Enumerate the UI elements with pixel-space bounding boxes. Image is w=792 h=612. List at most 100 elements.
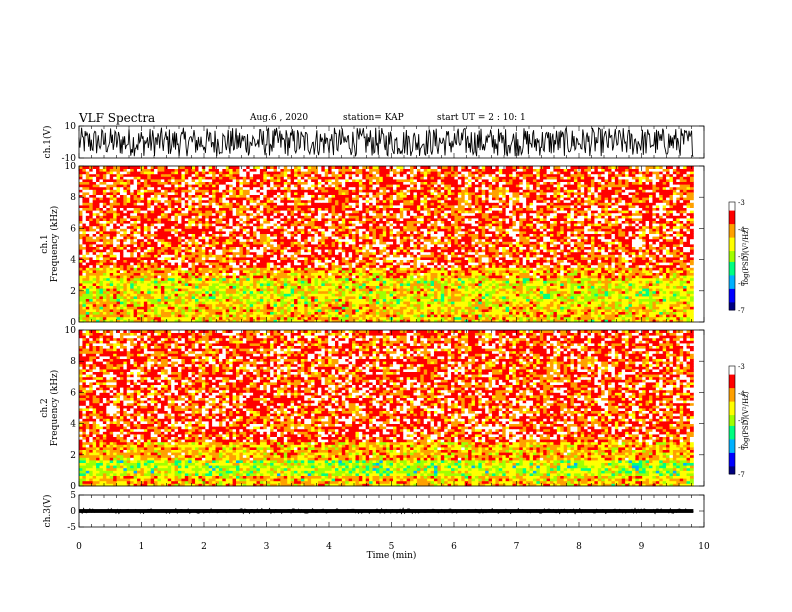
spectrogram-cell <box>430 290 435 294</box>
spectrogram-cell <box>222 251 227 255</box>
spectrogram-cell <box>539 267 544 271</box>
spectrogram-cell <box>481 262 486 266</box>
spectrogram-cell <box>669 270 674 273</box>
spectrogram-cell <box>420 254 425 258</box>
spectrogram-cell <box>160 283 165 286</box>
spectrogram-cell <box>290 280 295 284</box>
spectrogram-cell <box>242 293 247 297</box>
spectrogram-cell <box>471 298 476 302</box>
spectrogram-cell <box>126 306 131 310</box>
spectrogram-cell <box>304 311 309 315</box>
spectrogram-cell <box>249 283 254 286</box>
spectrogram-cell <box>239 272 244 276</box>
spectrogram-cell <box>167 298 172 302</box>
spectrogram-cell <box>430 306 435 310</box>
spectrogram-cell <box>212 301 216 305</box>
spectrogram-cell <box>137 285 141 289</box>
spectrogram-cell <box>382 285 387 289</box>
spectrogram-cell <box>82 301 87 305</box>
spectrogram-cell <box>106 254 111 258</box>
spectrogram-cell <box>266 280 271 284</box>
spectrogram-cell <box>130 262 135 266</box>
spectrogram-cell <box>195 288 199 292</box>
spectrogram-cell <box>481 306 486 310</box>
spectrogram-cell <box>167 319 172 323</box>
spectrogram-cell <box>649 275 653 279</box>
spectrogram-cell <box>208 298 213 302</box>
spectrogram-cell <box>471 259 476 263</box>
spectrogram-cell <box>649 251 653 255</box>
spectrogram-cell <box>539 288 544 292</box>
spectrogram-cell <box>304 298 309 302</box>
spectrogram-cell <box>618 259 623 263</box>
spectrogram-cell <box>543 306 547 310</box>
spectrogram-cell <box>543 254 547 258</box>
spectrogram-cell <box>201 303 206 307</box>
spectrogram-cell <box>389 275 394 279</box>
spectrogram-cell <box>389 311 394 315</box>
spectrogram-cell <box>198 319 203 323</box>
spectrogram-cell <box>348 264 353 268</box>
spectrogram-cell <box>584 296 588 299</box>
spectrogram-cell <box>683 270 687 273</box>
spectrogram-cell <box>471 296 476 299</box>
spectrogram-cell <box>577 257 582 260</box>
spectrogram-cell <box>276 264 281 268</box>
spectrogram-cell <box>618 319 623 323</box>
spectrogram-cell <box>502 264 507 268</box>
spectrogram-cell <box>113 288 117 292</box>
spectrogram-cell <box>116 283 121 286</box>
spectrogram-cell <box>321 290 326 294</box>
spectrogram-cell <box>655 309 660 312</box>
spectrogram-cell <box>440 254 445 258</box>
spectrogram-cell <box>526 311 530 315</box>
spectrogram-cell <box>99 251 104 255</box>
spectrogram-cell <box>427 301 431 305</box>
spectrogram-cell <box>676 316 681 320</box>
spectrogram-cell <box>273 270 278 273</box>
spectrogram-cell <box>133 303 138 307</box>
spectrogram-cell <box>324 259 329 263</box>
spectrogram-cell <box>625 259 629 263</box>
spectrogram-cell <box>147 280 152 284</box>
spectrogram-cell <box>358 314 363 318</box>
spectrogram-cell <box>601 301 606 305</box>
spectrogram-cell <box>362 280 367 284</box>
spectrogram-cell <box>256 251 261 255</box>
spectrogram-cell <box>628 290 633 294</box>
spectrogram-cell <box>89 267 94 271</box>
spectrogram-cell <box>488 280 493 284</box>
spectrogram-cell <box>280 298 285 302</box>
spectrogram-cell <box>106 280 111 284</box>
spectrogram-cell <box>102 254 107 258</box>
spectrogram-cell <box>416 288 421 292</box>
spectrogram-cell <box>375 275 380 279</box>
spectrogram-cell <box>304 264 309 268</box>
spectrogram-cell <box>85 262 90 266</box>
spectrogram-cell <box>386 280 390 284</box>
spectrogram-cell <box>96 301 100 305</box>
spectrogram-cell <box>451 290 455 294</box>
spectrogram-cell <box>655 251 660 255</box>
spectrogram-cell <box>509 262 513 266</box>
spectrogram-cell <box>218 319 223 323</box>
spectrogram-cell <box>147 259 152 263</box>
spectrogram-cell <box>147 283 152 286</box>
spectrogram-cell <box>116 280 121 284</box>
spectrogram-cell <box>266 254 271 258</box>
spectrogram-cell <box>379 288 384 292</box>
spectrogram-cell <box>311 296 315 299</box>
spectrogram-cell <box>249 288 254 292</box>
spectrogram-cell <box>594 319 599 323</box>
spectrogram-cell <box>454 272 459 276</box>
spectrogram-cell <box>567 298 571 302</box>
spectrogram-cell <box>246 309 251 312</box>
spectrogram-cell <box>546 319 551 323</box>
spectrogram-cell <box>642 303 646 307</box>
spectrogram-cell <box>553 293 558 297</box>
spectrogram-cell <box>212 262 216 266</box>
spectrogram-cell <box>468 264 472 268</box>
spectrogram-cell <box>454 275 459 279</box>
spectrogram-cell <box>160 306 165 310</box>
spectrogram-cell <box>215 267 220 271</box>
